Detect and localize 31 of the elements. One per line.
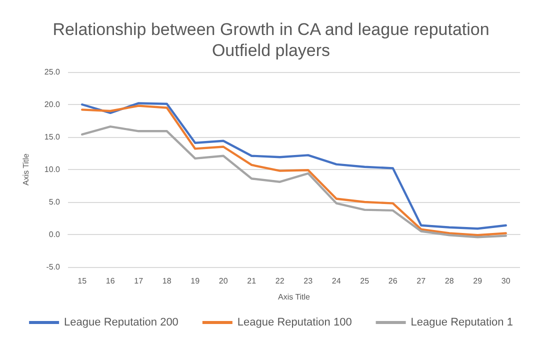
x-tick-label: 23: [304, 276, 314, 286]
x-tick-label: 18: [162, 276, 172, 286]
y-tick-label: 5.0: [48, 198, 61, 206]
legend-label: League Reputation 100: [237, 316, 352, 328]
x-tick-label: 28: [444, 276, 454, 286]
y-tick-label: 25.0: [44, 68, 61, 76]
chart-title: Relationship between Growth in CA and league reputation: [52, 20, 490, 39]
y-tick-label: 0.0: [48, 230, 61, 239]
x-tick-label: 25: [360, 276, 370, 286]
y-tick-label: -5.0: [46, 262, 61, 272]
x-tick-label: 29: [473, 276, 483, 286]
y-axis-title: Axis Title: [22, 152, 30, 186]
x-axis-title: Axis Title: [278, 292, 311, 302]
x-tick-label: 19: [190, 276, 200, 286]
line-series: [81, 126, 507, 238]
x-tick-label: 30: [501, 276, 511, 286]
y-tick-label: 10.0: [44, 165, 61, 174]
x-tick-label: 24: [332, 276, 342, 286]
x-tick-label: 20: [218, 276, 228, 286]
x-tick-label: 26: [388, 276, 398, 286]
x-tick-label: 27: [416, 276, 426, 286]
chart-subtitle: Outfield players: [212, 41, 330, 60]
x-tick-label: 16: [106, 276, 116, 286]
x-tick-label: 15: [78, 276, 88, 286]
legend-label: League Reputation 200: [64, 316, 178, 328]
legend-label: League Reputation 1: [410, 316, 513, 328]
x-tick-label: 21: [247, 276, 257, 286]
x-tick-label: 22: [275, 276, 285, 286]
y-tick-label: 15.0: [44, 132, 61, 142]
y-tick-label: 20.0: [44, 100, 61, 109]
x-tick-label: 17: [134, 276, 144, 286]
